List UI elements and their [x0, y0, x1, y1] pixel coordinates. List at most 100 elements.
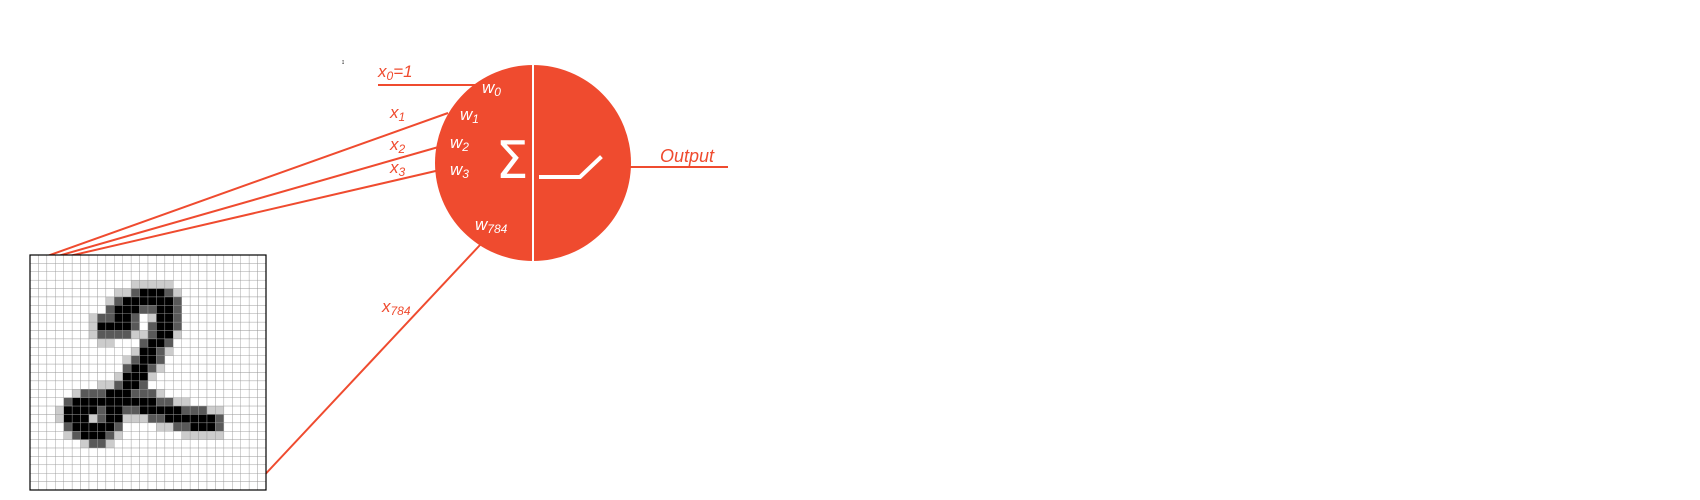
- digit-pixel: [206, 447, 216, 457]
- digit-pixel: [38, 263, 48, 272]
- digit-pixel: [257, 254, 267, 264]
- digit-pixel: [80, 389, 90, 398]
- digit-pixel: [215, 347, 225, 356]
- digit-pixel: [198, 330, 208, 340]
- w2-sub: 2: [461, 140, 469, 154]
- digit-pixel: [240, 456, 250, 466]
- digit-pixel: [97, 481, 107, 491]
- digit-pixel: [223, 305, 233, 314]
- digit-pixel: [223, 389, 233, 398]
- digit-pixel: [88, 263, 98, 272]
- digit-pixel: [232, 263, 241, 272]
- digit-pixel: [206, 305, 216, 314]
- relu-activation-icon: [539, 155, 603, 179]
- digit-pixel: [139, 263, 149, 272]
- digit-pixel: [29, 439, 39, 449]
- digit-pixel: [181, 414, 191, 424]
- digit-pixel: [223, 355, 233, 365]
- digit-pixel: [55, 456, 64, 466]
- digit-pixel: [122, 447, 132, 457]
- input-x3: x3: [389, 158, 406, 179]
- digit-pixel: [122, 389, 132, 398]
- digit-pixel: [248, 456, 258, 466]
- digit-pixel: [63, 338, 73, 348]
- digit-pixel: [105, 414, 115, 424]
- digit-pixel: [181, 481, 191, 491]
- digit-pixel: [55, 473, 64, 482]
- digit-pixel: [198, 279, 208, 289]
- digit-pixel: [257, 389, 267, 398]
- digit-pixel: [46, 405, 56, 415]
- digit-pixel: [223, 321, 233, 331]
- digit-pixel: [97, 431, 107, 440]
- digit-pixel: [189, 355, 199, 365]
- digit-pixel: [55, 464, 64, 474]
- digit-pixel: [232, 347, 241, 356]
- digit-pixel: [232, 305, 241, 314]
- digit-pixel: [139, 355, 149, 365]
- digit-pixel: [130, 481, 140, 491]
- digit-pixel: [80, 355, 90, 365]
- digit-pixel: [63, 389, 73, 398]
- digit-pixel: [173, 279, 182, 289]
- digit-pixel: [130, 363, 140, 373]
- digit-pixel: [240, 372, 250, 382]
- digit-pixel: [181, 263, 191, 272]
- digit-pixel: [71, 414, 81, 424]
- digit-pixel: [147, 313, 157, 323]
- digit-pixel: [71, 313, 81, 323]
- digit-pixel: [80, 330, 90, 340]
- digit-pixel: [257, 422, 267, 432]
- digit-pixel: [248, 405, 258, 415]
- digit-pixel: [71, 305, 81, 314]
- digit-pixel: [139, 279, 149, 289]
- digit-pixel: [71, 439, 81, 449]
- digit-pixel: [122, 254, 132, 264]
- digit-pixel: [248, 389, 258, 398]
- digit-pixel: [147, 447, 157, 457]
- digit-pixel: [80, 279, 90, 289]
- digit-pixel: [97, 422, 107, 432]
- digit-pixel: [223, 288, 233, 298]
- digit-pixel: [248, 305, 258, 314]
- digit-pixel: [105, 439, 115, 449]
- digit-pixel: [232, 296, 241, 306]
- digit-pixel: [29, 473, 39, 482]
- digit-pixel: [122, 372, 132, 382]
- digit-pixel: [232, 447, 241, 457]
- digit-pixel: [38, 473, 48, 482]
- digit-pixel: [139, 473, 149, 482]
- digit-pixel: [223, 405, 233, 415]
- digit-pixel: [156, 254, 166, 264]
- digit-pixel: [248, 296, 258, 306]
- stray-mark: ɪ: [342, 60, 344, 66]
- digit-pixel: [46, 338, 56, 348]
- digit-pixel: [114, 397, 123, 407]
- digit-pixel: [105, 305, 115, 314]
- w784-sub: 784: [487, 222, 507, 236]
- digit-pixel: [156, 347, 166, 356]
- digit-pixel: [139, 372, 149, 382]
- digit-pixel: [248, 397, 258, 407]
- digit-pixel: [130, 397, 140, 407]
- digit-pixel: [97, 321, 107, 331]
- digit-pixel: [29, 330, 39, 340]
- digit-pixel: [164, 422, 174, 432]
- digit-pixel: [63, 271, 73, 281]
- digit-pixel: [139, 305, 149, 314]
- digit-pixel: [88, 431, 98, 440]
- digit-pixel: [189, 481, 199, 491]
- digit-pixel: [139, 397, 149, 407]
- digit-pixel: [122, 330, 132, 340]
- digit-pixel: [206, 321, 216, 331]
- digit-pixel: [139, 481, 149, 491]
- digit-pixel: [164, 397, 174, 407]
- digit-pixel: [80, 456, 90, 466]
- digit-pixel: [130, 305, 140, 314]
- digit-pixel: [105, 279, 115, 289]
- digit-pixel: [206, 439, 216, 449]
- digit-pixel: [147, 279, 157, 289]
- input-x1: x1: [389, 103, 405, 124]
- digit-pixel: [223, 431, 233, 440]
- digit-pixel: [38, 481, 48, 491]
